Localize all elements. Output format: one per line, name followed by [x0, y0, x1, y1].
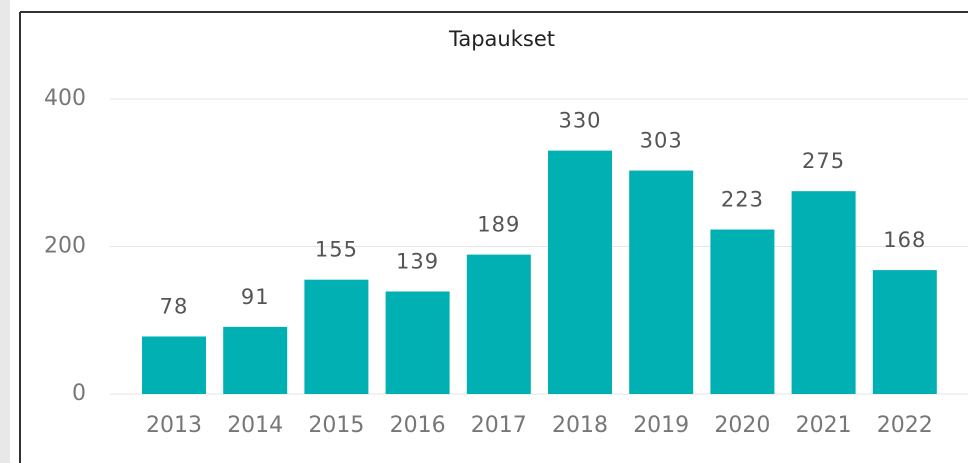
- x-tick-label: 2018: [552, 413, 608, 438]
- chart-title: Tapaukset: [448, 27, 555, 51]
- data-label: 223: [721, 188, 764, 212]
- x-tick-label: 2015: [308, 413, 364, 438]
- bar: [304, 279, 369, 394]
- x-tick-label: 2022: [877, 413, 933, 438]
- data-label: 91: [241, 285, 270, 309]
- bar: [142, 336, 206, 394]
- y-tick-label: 0: [72, 381, 86, 406]
- data-label: 139: [396, 249, 439, 273]
- x-tick-label: 2017: [471, 413, 527, 438]
- side-strip: [0, 0, 10, 463]
- y-tick-label: 200: [44, 234, 86, 259]
- bar: [466, 254, 531, 394]
- data-label: 275: [802, 149, 845, 173]
- data-label: 78: [160, 294, 189, 318]
- data-label: 303: [640, 129, 683, 153]
- x-tick-label: 2016: [390, 413, 446, 438]
- x-tick-label: 2019: [633, 413, 689, 438]
- bar: [548, 150, 612, 394]
- x-tick-label: 2020: [714, 413, 770, 438]
- data-label: 189: [477, 213, 520, 237]
- bar: [629, 170, 694, 394]
- x-tick-label: 2021: [796, 413, 852, 438]
- bar: [223, 326, 288, 394]
- x-tick-label: 2013: [146, 413, 202, 438]
- bar: [710, 229, 775, 394]
- y-tick-label: 400: [44, 86, 86, 111]
- data-label: 168: [883, 228, 926, 252]
- bar: [791, 191, 856, 394]
- data-label: 330: [558, 109, 601, 133]
- data-label: 155: [315, 238, 358, 262]
- x-tick-label: 2014: [227, 413, 283, 438]
- bar: [385, 291, 450, 394]
- bar: [872, 270, 937, 394]
